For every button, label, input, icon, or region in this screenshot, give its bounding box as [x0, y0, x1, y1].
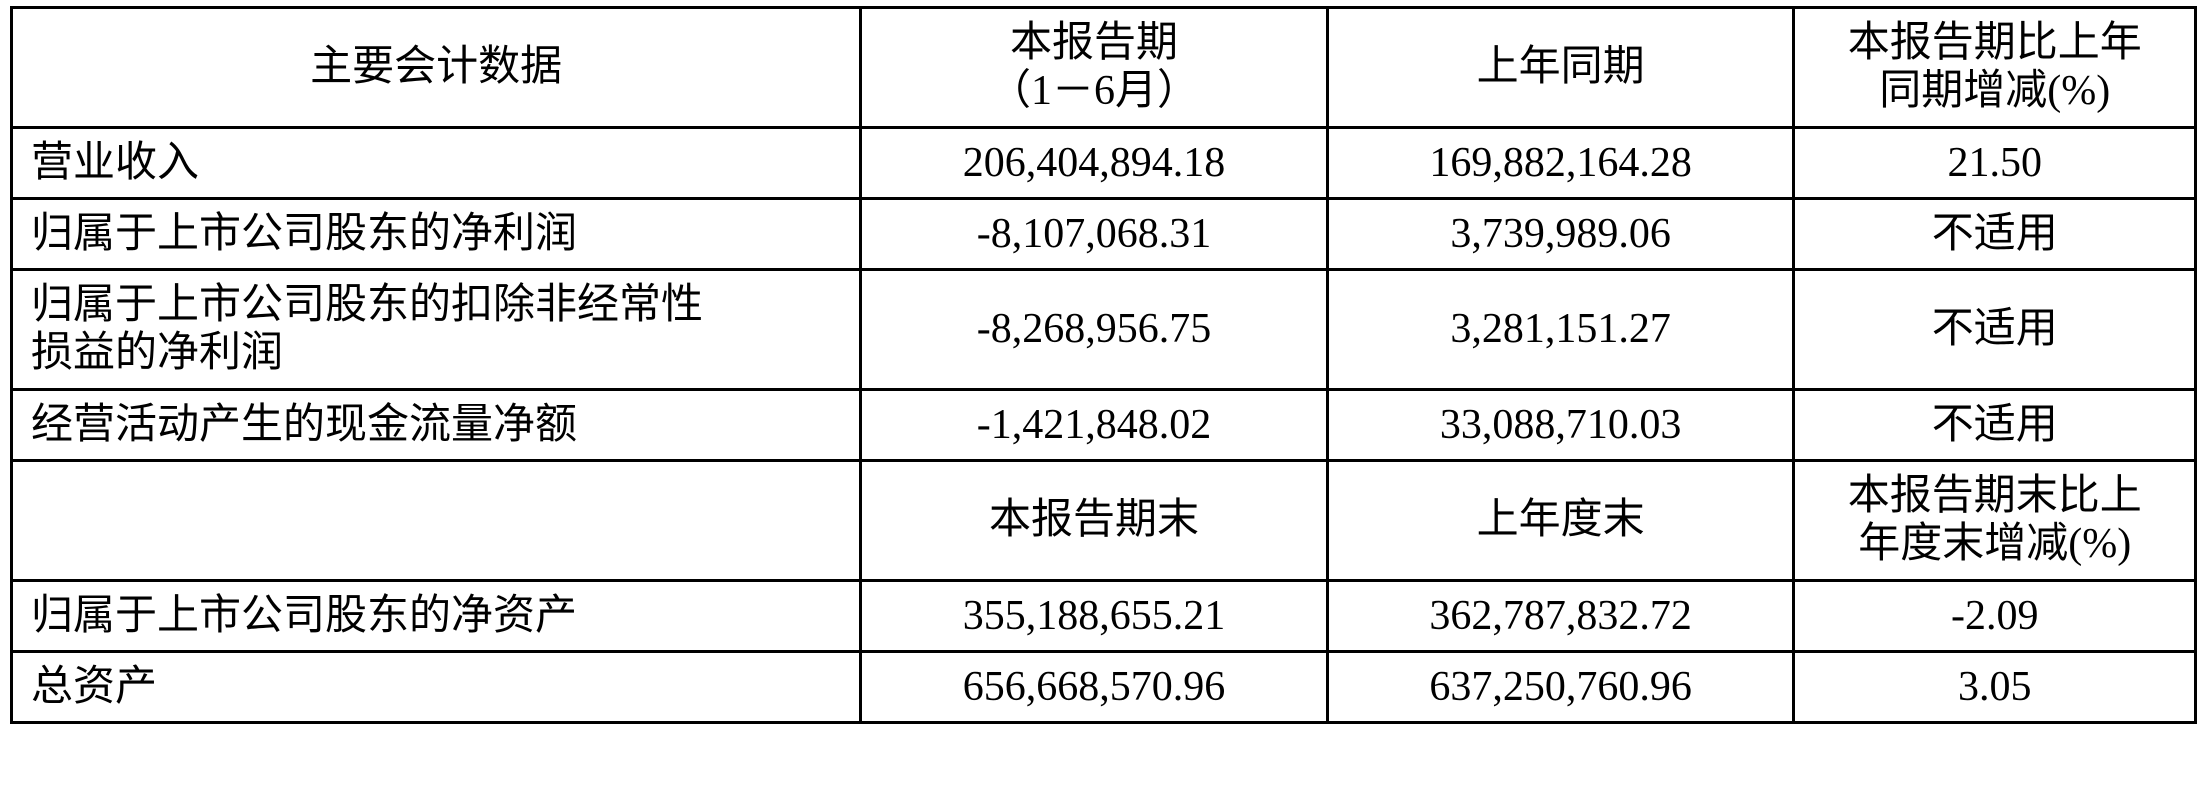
metric-label-line1: 归属于上市公司股东的扣除非经常性	[31, 282, 703, 328]
metric-prior: 637,250,760.96	[1327, 651, 1794, 722]
col-header-metric-blank	[12, 461, 861, 581]
metric-current: -8,107,068.31	[861, 198, 1328, 269]
metric-prior: 3,281,151.27	[1327, 270, 1794, 390]
metric-current: 355,188,655.21	[861, 580, 1328, 651]
metric-change: -2.09	[1794, 580, 2196, 651]
table-subheader-row: 本报告期末 上年度末 本报告期末比上 年度末增减(%)	[12, 461, 2196, 581]
metric-change: 不适用	[1794, 389, 2196, 460]
table-row: 归属于上市公司股东的净利润 -8,107,068.31 3,739,989.06…	[12, 198, 2196, 269]
col-header-current-period-line1: 本报告期	[1010, 20, 1178, 66]
metric-change: 21.50	[1794, 127, 2196, 198]
table-row: 归属于上市公司股东的扣除非经常性 损益的净利润 -8,268,956.75 3,…	[12, 270, 2196, 390]
col-header-change-end-line2: 年度末增减(%)	[1858, 521, 2131, 567]
col-header-change-end: 本报告期末比上 年度末增减(%)	[1794, 461, 2196, 581]
metric-label: 总资产	[12, 651, 861, 722]
metric-label: 归属于上市公司股东的扣除非经常性 损益的净利润	[12, 270, 861, 390]
metric-prior: 362,787,832.72	[1327, 580, 1794, 651]
metric-prior: 33,088,710.03	[1327, 389, 1794, 460]
col-header-current-period: 本报告期 （1－6月）	[861, 8, 1328, 128]
metric-prior: 169,882,164.28	[1327, 127, 1794, 198]
table-row: 经营活动产生的现金流量净额 -1,421,848.02 33,088,710.0…	[12, 389, 2196, 460]
table-row: 营业收入 206,404,894.18 169,882,164.28 21.50	[12, 127, 2196, 198]
metric-current: 656,668,570.96	[861, 651, 1328, 722]
metric-label: 归属于上市公司股东的净利润	[12, 198, 861, 269]
metric-current: -8,268,956.75	[861, 270, 1328, 390]
table-row: 归属于上市公司股东的净资产 355,188,655.21 362,787,832…	[12, 580, 2196, 651]
metric-change: 不适用	[1794, 270, 2196, 390]
col-header-change-pct: 本报告期比上年 同期增减(%)	[1794, 8, 2196, 128]
col-header-change-line1: 本报告期比上年	[1848, 20, 2142, 66]
col-header-period-end: 本报告期末	[861, 461, 1328, 581]
col-header-change-end-line1: 本报告期末比上	[1848, 473, 2142, 519]
metric-current: 206,404,894.18	[861, 127, 1328, 198]
metric-change: 不适用	[1794, 198, 2196, 269]
col-header-metric: 主要会计数据	[12, 8, 861, 128]
metric-label-line2: 损益的净利润	[31, 330, 283, 376]
col-header-change-line2: 同期增减(%)	[1879, 68, 2110, 114]
col-header-prior-period: 上年同期	[1327, 8, 1794, 128]
table-header-row: 主要会计数据 本报告期 （1－6月） 上年同期 本报告期比上年 同期增减(%)	[12, 8, 2196, 128]
metric-current: -1,421,848.02	[861, 389, 1328, 460]
metric-prior: 3,739,989.06	[1327, 198, 1794, 269]
metric-label: 归属于上市公司股东的净资产	[12, 580, 861, 651]
metric-label: 营业收入	[12, 127, 861, 198]
col-header-prior-year-end: 上年度末	[1327, 461, 1794, 581]
table-row: 总资产 656,668,570.96 637,250,760.96 3.05	[12, 651, 2196, 722]
metric-change: 3.05	[1794, 651, 2196, 722]
col-header-current-period-line2: （1－6月）	[989, 68, 1199, 114]
metric-label: 经营活动产生的现金流量净额	[12, 389, 861, 460]
financial-data-table: 主要会计数据 本报告期 （1－6月） 上年同期 本报告期比上年 同期增减(%) …	[10, 6, 2197, 724]
